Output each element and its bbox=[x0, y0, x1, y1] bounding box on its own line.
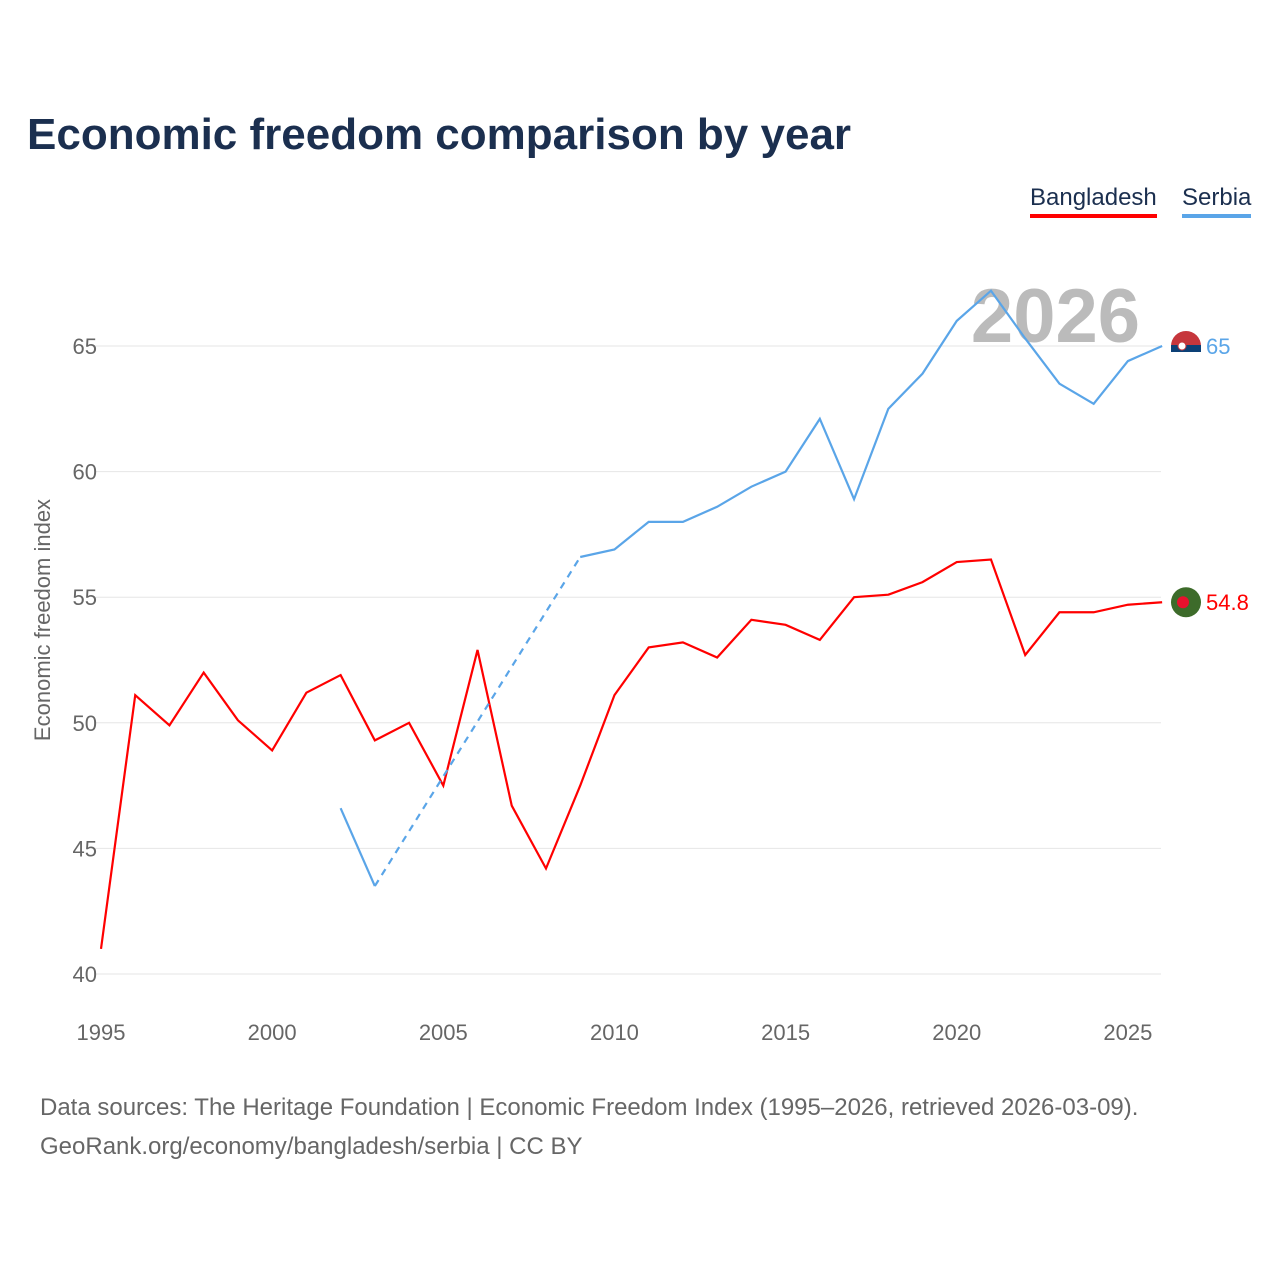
y-tick-label: 60 bbox=[73, 460, 97, 485]
x-tick-label: 2015 bbox=[761, 1020, 810, 1045]
series-line-bangladesh bbox=[99, 558, 1163, 950]
x-tick-label: 2020 bbox=[932, 1020, 981, 1045]
y-tick-label: 65 bbox=[73, 334, 97, 359]
serbia-flag-blue bbox=[1171, 345, 1201, 352]
source-line-1: Data sources: The Heritage Foundation | … bbox=[40, 1094, 1139, 1121]
y-tick-label: 45 bbox=[73, 836, 97, 861]
x-tick-label: 2010 bbox=[590, 1020, 639, 1045]
serbia-flag-emblem bbox=[1177, 341, 1187, 351]
year-watermark: 2026 bbox=[971, 274, 1140, 359]
end-value-label: 65 bbox=[1206, 334, 1230, 359]
y-axis-label: Economic freedom index bbox=[30, 499, 55, 741]
x-tick-label: 1995 bbox=[77, 1020, 126, 1045]
end-value-label: 54.8 bbox=[1206, 590, 1249, 615]
series-gap-dashed-line bbox=[373, 556, 582, 887]
line-chart: 40 45 50 55 60 65 1995 2000 2005 2010 2015 2020 2025… bbox=[30, 274, 1249, 1045]
serbia-flag-red bbox=[1171, 331, 1201, 346]
chart-title: Economic freedom comparison by year bbox=[27, 110, 852, 159]
bangladesh-flag-disc bbox=[1177, 596, 1189, 609]
y-tick-label: 55 bbox=[73, 585, 97, 610]
y-tick-label: 40 bbox=[73, 962, 97, 987]
x-tick-label: 2000 bbox=[248, 1020, 297, 1045]
x-tick-label: 2005 bbox=[419, 1020, 468, 1045]
series-line-serbia bbox=[339, 807, 376, 887]
series-line-serbia bbox=[579, 289, 1163, 559]
legend-bangladesh[interactable]: Bangladesh bbox=[1030, 184, 1157, 218]
legend-serbia[interactable]: Serbia bbox=[1182, 184, 1252, 218]
y-tick-label: 50 bbox=[73, 711, 97, 736]
source-note: Data sources: The Heritage Foundation | … bbox=[40, 1088, 1138, 1166]
source-line-2[interactable]: GeoRank.org/economy/bangladesh/serbia | … bbox=[40, 1133, 583, 1160]
x-tick-label: 2025 bbox=[1103, 1020, 1152, 1045]
